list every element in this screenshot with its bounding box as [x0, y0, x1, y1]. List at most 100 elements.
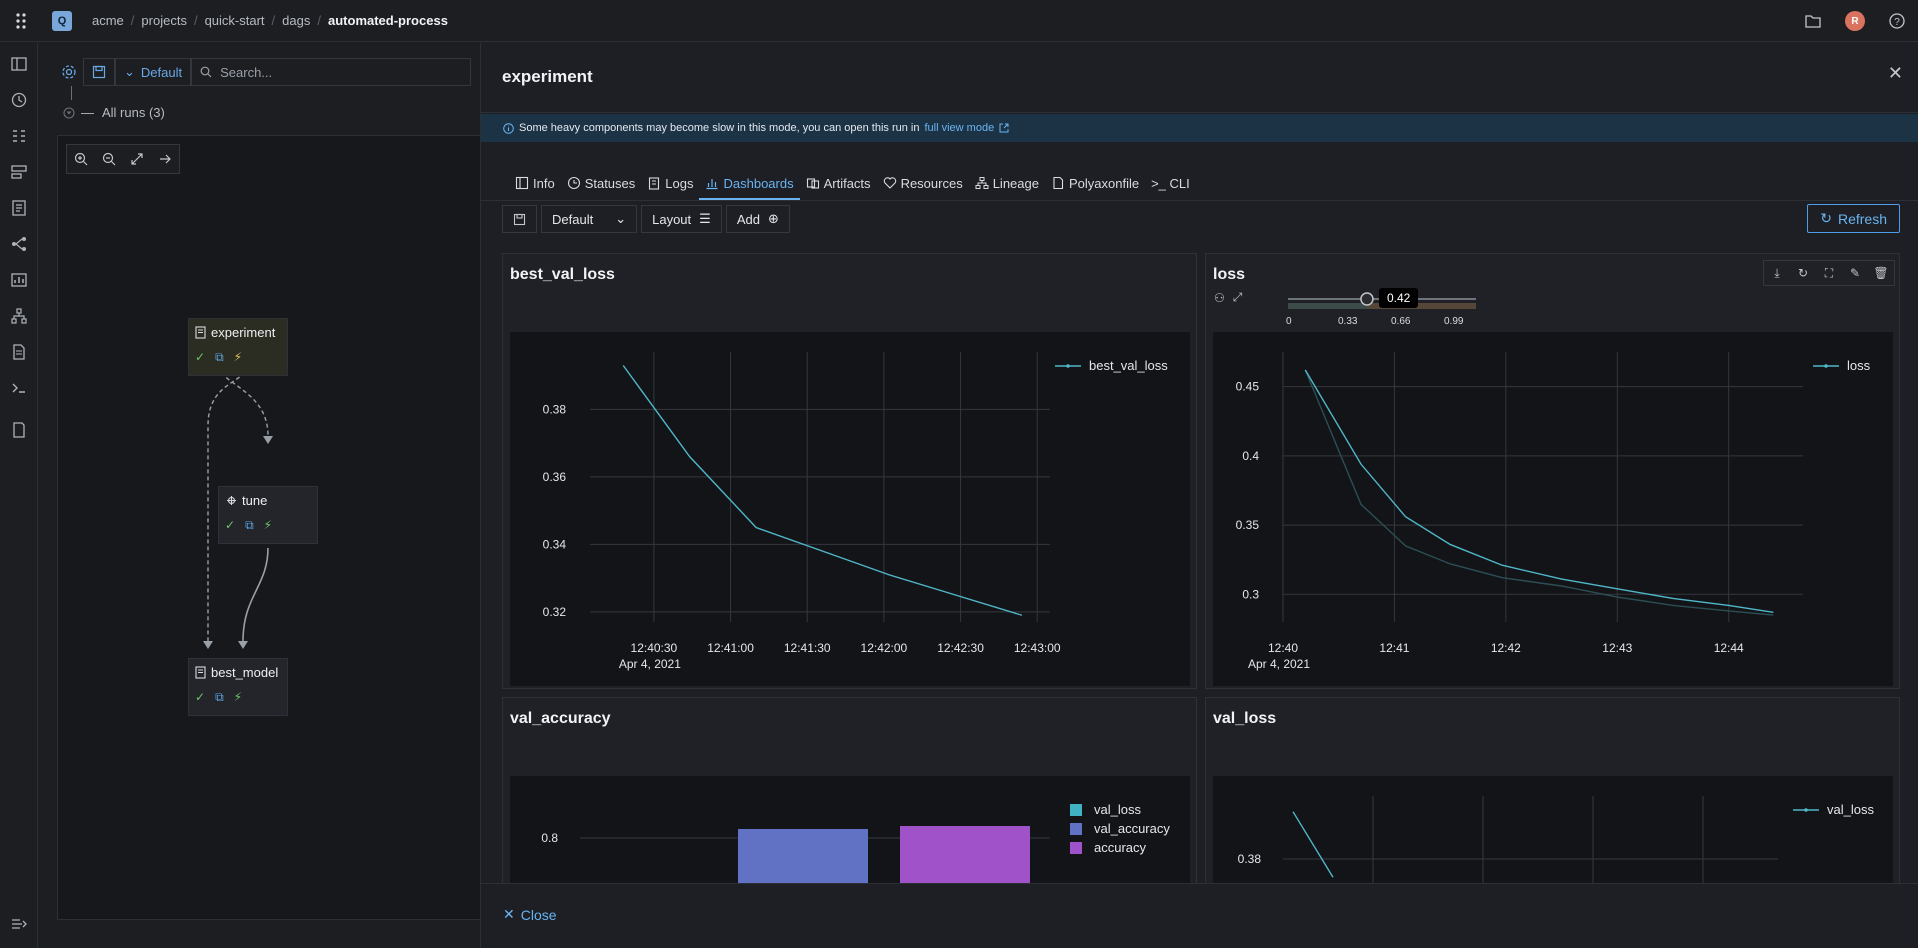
slider-handle	[1360, 292, 1374, 306]
zoom-in-icon[interactable]	[67, 145, 95, 173]
runs-icon[interactable]	[10, 127, 28, 145]
bar-val_accuracy	[738, 829, 868, 888]
x-date-label: Apr 4, 2021	[1248, 657, 1310, 671]
user-avatar[interactable]: R	[1834, 0, 1876, 42]
open-external-icon[interactable]: ⧉	[215, 690, 224, 704]
sidebar-toggle-icon[interactable]	[10, 55, 28, 73]
layout-button[interactable]: Layout ☰	[641, 205, 722, 233]
series-line-raw	[1304, 369, 1774, 616]
files-icon[interactable]	[10, 343, 28, 361]
drawer-header: experiment ✕	[481, 43, 1918, 113]
x-tick-label: 12:41:00	[707, 641, 754, 655]
hierarchy-icon[interactable]: ⚇	[1214, 290, 1225, 305]
y-tick-label: 0.38	[1238, 852, 1262, 866]
widget-best-val-loss: best_val_loss 0.38 0.36 0.34 0.32 12:40:30 12…	[502, 253, 1197, 689]
history-icon[interactable]	[10, 91, 28, 109]
legend-marker	[1804, 808, 1808, 812]
arrow-right-icon[interactable]	[151, 145, 179, 173]
widget-title: val_accuracy	[510, 710, 611, 727]
plot-area[interactable]: 0.8 val_loss val_accuracy accuracy	[510, 776, 1190, 888]
x-tick-label: 12:41:30	[784, 641, 831, 655]
tab-dashboards[interactable]: Dashboards	[699, 168, 800, 200]
refresh-icon: ↻	[1820, 210, 1832, 226]
terminal-icon[interactable]	[10, 379, 28, 397]
app-menu-icon[interactable]	[0, 0, 42, 42]
tab-info[interactable]: Info	[509, 168, 561, 200]
lineage-icon[interactable]	[10, 307, 28, 325]
close-button[interactable]: ✕ Close	[503, 906, 557, 923]
app-logo[interactable]: Q	[52, 10, 72, 31]
all-runs-label: All runs (3)	[102, 105, 165, 120]
val-accuracy-chart: 0.8 val_loss val_accuracy accuracy	[541, 802, 1170, 888]
dag-node-best-model[interactable]: best_model ✓ ⧉ ⚡	[188, 658, 288, 716]
breadcrumb-projects[interactable]: projects	[141, 13, 187, 28]
tab-label: Lineage	[992, 175, 1039, 191]
search-input[interactable]: Search...	[191, 58, 472, 86]
settings-icon[interactable]	[55, 58, 83, 86]
y-tick-label: 0.35	[1236, 518, 1260, 532]
view-select-label: Default	[140, 64, 183, 80]
dag-toolbar: ⌄ Default Search...	[55, 58, 472, 86]
breadcrumb-dags[interactable]: dags	[282, 13, 311, 28]
y-tick-label: 0.34	[543, 537, 567, 551]
expand-sidebar-icon[interactable]	[10, 915, 28, 933]
plot-area[interactable]: 0.38 val_loss	[1213, 776, 1893, 888]
help-icon[interactable]: ?	[1876, 0, 1918, 42]
reports-icon[interactable]	[10, 199, 28, 217]
save-dashboard-icon[interactable]	[502, 205, 537, 233]
delete-icon[interactable]: 🗑	[1873, 266, 1889, 280]
tab-artifacts[interactable]: Artifacts	[800, 168, 877, 200]
tab-label: Statuses	[584, 175, 636, 191]
download-icon[interactable]: ⤓	[1774, 265, 1780, 280]
open-external-icon[interactable]: ⧉	[215, 350, 224, 364]
close-icon[interactable]: ✕	[1887, 63, 1903, 83]
widget-title: loss	[1213, 266, 1246, 283]
dags-icon[interactable]	[10, 235, 28, 253]
refresh-widget-icon[interactable]: ↻	[1797, 266, 1809, 280]
all-runs-filter[interactable]: — All runs (3)	[63, 105, 165, 120]
widget-title: val_loss	[1213, 710, 1277, 727]
tab-resources[interactable]: Resources	[877, 168, 969, 200]
tune-node-icon	[227, 496, 236, 505]
tab-statuses[interactable]: Statuses	[561, 168, 642, 200]
view-select[interactable]: ⌄ Default	[115, 58, 192, 86]
edit-icon[interactable]: ✎	[1849, 266, 1861, 280]
plus-circle-icon: ⊕	[767, 211, 779, 226]
y-tick-label: 0.8	[541, 831, 558, 845]
dag-node-experiment[interactable]: experiment ✓ ⧉ ⚡	[188, 318, 288, 376]
y-tick-label: 0.32	[543, 605, 567, 619]
add-widget-button[interactable]: Add ⊕	[725, 205, 790, 233]
dashboard-select[interactable]: Default ⌄	[541, 205, 638, 233]
dag-canvas[interactable]: experiment ✓ ⧉ ⚡ tune ✓ ⧉ ⚡ best_model ✓ ⧉ ⚡	[57, 135, 487, 920]
zoom-out-icon[interactable]	[95, 145, 123, 173]
tab-lineage[interactable]: Lineage	[969, 168, 1045, 200]
plot-area[interactable]: 0.38 0.36 0.34 0.32 12:40:30 12:41:00 12:41:30…	[510, 332, 1190, 686]
axis-scale-icon[interactable]: ⤢	[1232, 290, 1243, 304]
save-view-icon[interactable]	[83, 58, 115, 86]
bar-accuracy	[900, 826, 1030, 888]
dashboard-select-label: Default	[552, 211, 594, 227]
fullscreen-icon[interactable]: ⛶	[1824, 265, 1834, 280]
open-external-icon[interactable]: ⧉	[245, 518, 254, 532]
refresh-button[interactable]: ↻ Refresh	[1807, 204, 1900, 233]
loss-chart: 0.45 0.4 0.35 0.3 12:40 12:41 12:42 12:43 12:44 A…	[1236, 352, 1871, 671]
dag-node-tune[interactable]: tune ✓ ⧉ ⚡	[218, 486, 318, 544]
tab-polyaxonfile[interactable]: Polyaxonfile	[1045, 168, 1145, 200]
heart-pulse-icon	[883, 177, 896, 189]
folder-icon[interactable]	[1792, 0, 1834, 42]
tab-logs[interactable]: Logs	[641, 168, 699, 200]
filter-icon	[63, 106, 75, 119]
full-view-link[interactable]: full view mode	[924, 122, 995, 134]
fit-view-icon[interactable]	[123, 145, 151, 173]
success-check-icon: ✓	[225, 518, 236, 532]
tune-icon: ⚡	[263, 518, 273, 532]
plot-area[interactable]: 0.45 0.4 0.35 0.3 12:40 12:41 12:42 12:43 12:44 A…	[1213, 332, 1893, 686]
x-tick-label: 12:42:00	[861, 641, 908, 655]
breadcrumb-project[interactable]: quick-start	[204, 13, 265, 28]
dashboards-icon[interactable]	[10, 271, 28, 289]
docs-icon[interactable]	[10, 421, 28, 439]
tab-cli[interactable]: >_ CLI	[1145, 168, 1196, 200]
legend-swatch	[1070, 804, 1082, 816]
breadcrumb-owner[interactable]: acme	[92, 13, 124, 28]
components-icon[interactable]	[10, 163, 28, 181]
